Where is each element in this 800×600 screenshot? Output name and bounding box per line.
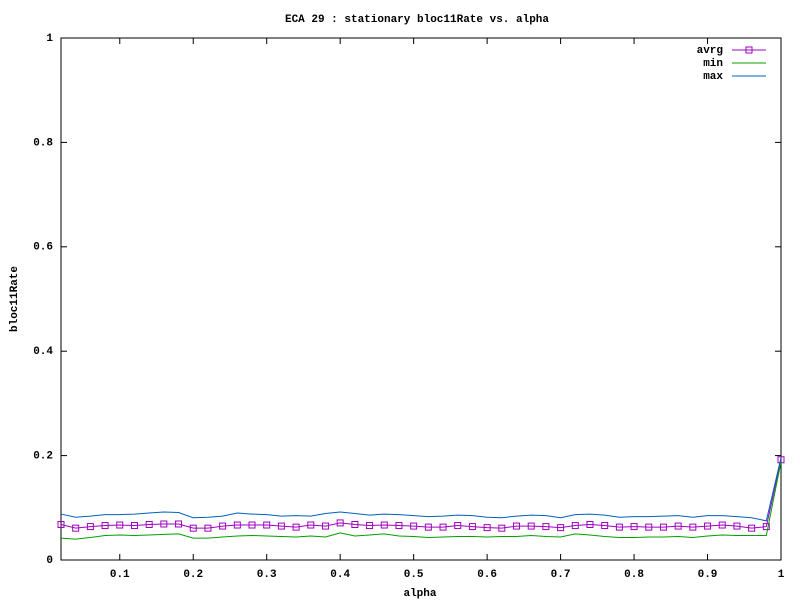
y-tick-label: 0.2	[33, 451, 53, 463]
point-marker	[57, 521, 65, 529]
point-marker	[704, 522, 712, 530]
point-marker	[615, 523, 623, 531]
x-tick-label: 0.1	[110, 569, 130, 581]
point-marker	[498, 524, 506, 532]
x-tick-label: 1	[778, 569, 785, 581]
point-marker	[219, 522, 227, 530]
point-marker	[101, 522, 109, 530]
y-tick-label: 0.8	[33, 137, 53, 149]
point-marker	[762, 523, 770, 531]
point-marker	[733, 522, 741, 530]
point-marker	[233, 521, 241, 529]
series-line	[60, 457, 782, 522]
point-marker	[351, 521, 359, 529]
y-tick-label: 0	[46, 555, 53, 567]
point-marker	[189, 524, 197, 532]
point-marker	[748, 524, 756, 532]
x-tick-label: 0.7	[551, 569, 571, 581]
x-tick-label: 0.4	[330, 569, 350, 581]
point-marker	[513, 522, 521, 530]
point-marker	[116, 521, 124, 529]
point-marker	[439, 523, 447, 531]
chart-title: ECA 29 : stationary bloc11Rate vs. alpha	[285, 14, 549, 26]
point-marker	[380, 521, 388, 529]
point-marker	[468, 523, 476, 531]
point-marker	[366, 522, 374, 530]
point-marker	[72, 524, 80, 532]
point-marker	[321, 522, 329, 530]
legend-label: avrg	[697, 45, 723, 57]
point-marker	[160, 520, 168, 528]
point-marker	[659, 523, 667, 531]
point-marker	[601, 522, 609, 530]
point-marker	[248, 521, 256, 529]
legend-label: max	[703, 71, 723, 83]
point-marker	[527, 522, 535, 530]
x-tick-label: 0.3	[257, 569, 277, 581]
point-marker	[410, 522, 418, 530]
point-marker	[674, 522, 682, 530]
series-line	[60, 459, 782, 529]
point-marker	[542, 523, 550, 531]
x-tick-label: 0.6	[477, 569, 497, 581]
point-marker	[204, 524, 212, 532]
point-marker	[454, 522, 462, 530]
point-marker	[586, 521, 594, 529]
point-marker	[689, 523, 697, 531]
y-tick-label: 0.4	[33, 346, 53, 358]
x-tick-label: 0.8	[624, 569, 644, 581]
x-tick-label: 0.2	[183, 569, 203, 581]
x-axis-label: alpha	[403, 588, 436, 600]
point-marker	[145, 521, 153, 529]
point-marker	[557, 524, 565, 532]
plot-frame	[60, 37, 782, 561]
point-marker	[645, 523, 653, 531]
point-marker	[395, 522, 403, 530]
series-line	[60, 461, 782, 540]
point-marker	[175, 520, 183, 528]
point-marker	[277, 522, 285, 530]
point-marker	[307, 521, 315, 529]
point-marker	[718, 521, 726, 529]
point-marker	[630, 523, 638, 531]
x-tick-label: 0.9	[698, 569, 718, 581]
point-marker	[571, 522, 579, 530]
legend-label: min	[703, 58, 723, 70]
point-marker	[130, 522, 138, 530]
point-marker	[424, 523, 432, 531]
y-tick-label: 0.6	[33, 242, 53, 254]
point-marker	[292, 523, 300, 531]
point-marker	[86, 523, 94, 531]
y-axis-label: bloc11Rate	[9, 266, 21, 332]
point-marker	[483, 524, 491, 532]
x-tick-label: 0.5	[404, 569, 424, 581]
y-tick-label: 1	[46, 33, 53, 45]
point-marker	[263, 521, 271, 529]
legend-marker	[745, 46, 753, 54]
point-marker	[336, 519, 344, 527]
